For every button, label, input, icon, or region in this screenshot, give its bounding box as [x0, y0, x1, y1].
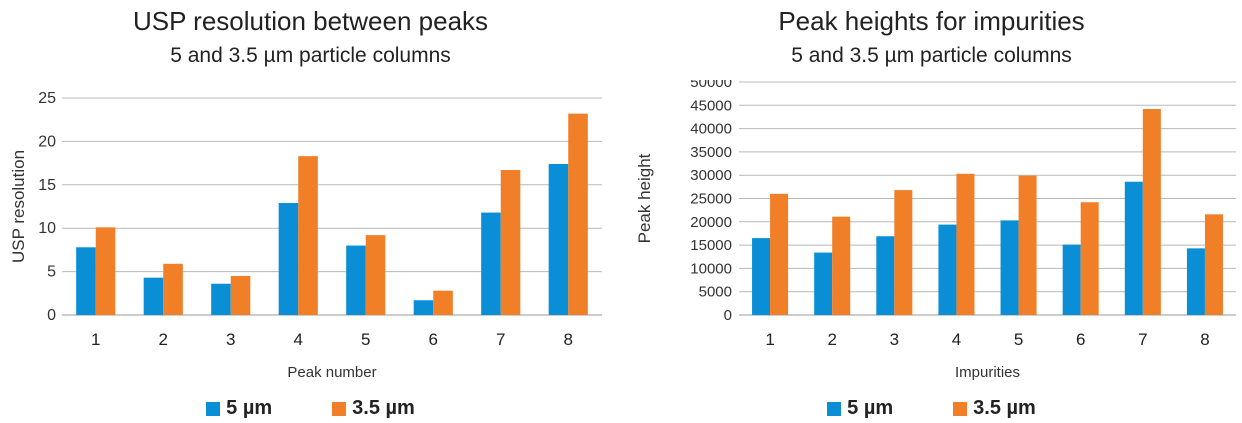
- x-tick-label: 7: [496, 330, 505, 349]
- bar-5um: [143, 277, 164, 315]
- y-tick-label: 20: [38, 133, 56, 150]
- bar-5um: [548, 163, 569, 315]
- x-tick-label: 5: [1014, 330, 1023, 349]
- y-tick-label: 40000: [690, 121, 732, 138]
- bar-3-5um: [500, 170, 521, 315]
- legend-item-5um: 5 µm: [206, 397, 272, 420]
- legend-item-5um: 5 µm: [827, 397, 893, 420]
- y-tick-label: 10000: [690, 260, 732, 277]
- bar-5um: [278, 203, 299, 315]
- bar-5um: [1124, 181, 1143, 315]
- chart-subtitle: 5 and 3.5 µm particle columns: [791, 44, 1072, 67]
- bar-3-5um: [163, 263, 183, 315]
- bar-5um: [211, 283, 231, 315]
- y-tick-label: 0: [724, 307, 732, 324]
- y-tick-label: 10: [38, 220, 56, 237]
- bar-3-5um: [95, 227, 116, 315]
- bar-3-5um: [770, 193, 789, 315]
- y-tick-label: 20000: [690, 214, 732, 231]
- x-tick-label: 3: [890, 330, 899, 349]
- legend-swatch-5um: [827, 401, 842, 416]
- bar-3-5um: [956, 173, 975, 315]
- y-axis-label: USP resolution: [9, 150, 28, 263]
- x-tick-label: 5: [361, 330, 370, 349]
- y-tick-label: 5: [47, 264, 56, 281]
- x-tick-label: 1: [765, 330, 774, 349]
- chart-subtitle: 5 and 3.5 µm particle columns: [170, 44, 451, 67]
- y-tick-label: 45000: [690, 97, 732, 114]
- bar-5um: [481, 212, 501, 315]
- x-tick-label: 2: [159, 330, 168, 349]
- bar-3-5um: [298, 156, 318, 315]
- x-tick-label: 6: [1076, 330, 1085, 349]
- usp-resolution-chart: 0 5 10 15 20 25 1 2 3 4 5 6 7 8 Peak number USP resolut…: [9, 90, 602, 381]
- x-tick-label: 3: [226, 330, 235, 349]
- legend-label: 3.5 µm: [352, 397, 415, 419]
- bar-5um: [752, 238, 771, 315]
- bar-3-5um: [1142, 109, 1161, 315]
- bar-5um: [76, 247, 96, 315]
- bar-3-5um: [365, 235, 386, 315]
- x-axis-label: Impurities: [955, 364, 1020, 381]
- bar-3-5um: [1018, 175, 1037, 315]
- y-tick-label: 35000: [690, 144, 732, 161]
- bar-3-5um: [568, 113, 588, 316]
- y-tick-label: 25000: [690, 191, 732, 208]
- y-axis-label: Peak height: [635, 153, 654, 243]
- legend-label: 3.5 µm: [973, 397, 1036, 419]
- bar-5um: [876, 236, 895, 315]
- bar-3-5um: [230, 275, 251, 315]
- x-tick-label: 4: [952, 330, 961, 349]
- bar-3-5um: [1204, 214, 1223, 315]
- chart-title: Peak heights for impurities: [778, 6, 1085, 36]
- y-tick-label: 50000: [690, 80, 732, 91]
- legend-swatch-5um: [206, 401, 221, 416]
- bar-5um: [814, 252, 833, 315]
- chart-title: USP resolution between peaks: [132, 6, 489, 36]
- x-tick-label: 8: [1200, 330, 1209, 349]
- bar-5um: [413, 300, 434, 315]
- y-tick-label: 0: [47, 307, 56, 324]
- bar-3-5um: [832, 216, 851, 315]
- x-tick-label: 8: [564, 330, 573, 349]
- y-tick-label: 25: [38, 90, 56, 107]
- y-tick-label: 15: [38, 177, 56, 194]
- chart-panel-peak-heights: Peak heights for impurities 5 and 3.5 µm…: [621, 0, 1242, 423]
- y-tick-label: 15000: [690, 237, 732, 254]
- legend-swatch-3-5um: [332, 401, 347, 416]
- legend-swatch-3-5um: [953, 401, 968, 416]
- legend-item-3-5um: 3.5 µm: [332, 397, 415, 420]
- bar-3-5um: [1080, 202, 1099, 315]
- bar-5um: [1000, 220, 1019, 315]
- x-tick-label: 1: [91, 330, 100, 349]
- bar-5um: [938, 224, 957, 315]
- x-tick-label: 4: [294, 330, 303, 349]
- x-axis-label: Peak number: [287, 364, 376, 381]
- legend-label: 5 µm: [847, 397, 894, 419]
- bar-5um: [1062, 244, 1081, 315]
- x-tick-label: 7: [1138, 330, 1147, 349]
- bar-5um: [346, 245, 366, 315]
- y-tick-label: 5000: [699, 284, 732, 301]
- peak-heights-chart: 0 5000 10000 15000 20000 25000 30000 35000 40000…: [635, 80, 1236, 381]
- x-tick-label: 6: [429, 330, 438, 349]
- y-tick-label: 30000: [690, 167, 732, 184]
- bar-3-5um: [433, 290, 453, 315]
- bar-5um: [1186, 248, 1205, 315]
- legend-item-3-5um: 3.5 µm: [953, 397, 1036, 420]
- chart-panel-usp-resolution: USP resolution between peaks 5 and 3.5 µ…: [0, 6, 621, 420]
- x-tick-label: 2: [827, 330, 836, 349]
- chart-legend: 5 µm 3.5 µm: [621, 397, 1242, 420]
- legend-label: 5 µm: [226, 397, 273, 419]
- chart-legend: 5 µm 3.5 µm: [0, 397, 621, 420]
- bar-3-5um: [894, 190, 913, 315]
